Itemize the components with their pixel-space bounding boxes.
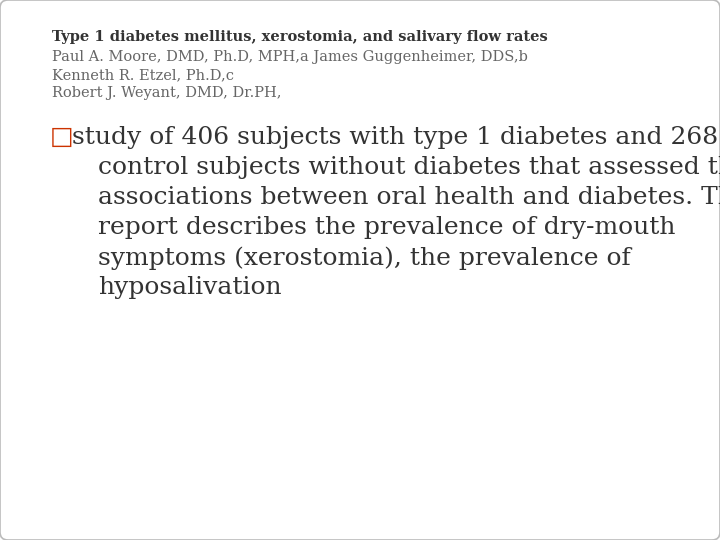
Text: Kenneth R. Etzel, Ph.D,c: Kenneth R. Etzel, Ph.D,c: [52, 68, 234, 82]
Text: associations between oral health and diabetes. This: associations between oral health and dia…: [98, 186, 720, 209]
Text: Type 1 diabetes mellitus, xerostomia, and salivary flow rates: Type 1 diabetes mellitus, xerostomia, an…: [52, 30, 548, 44]
Text: control subjects without diabetes that assessed the: control subjects without diabetes that a…: [98, 156, 720, 179]
Text: symptoms (xerostomia), the prevalence of: symptoms (xerostomia), the prevalence of: [98, 246, 631, 269]
Text: hyposalivation: hyposalivation: [98, 276, 282, 299]
Text: Robert J. Weyant, DMD, Dr.PH,: Robert J. Weyant, DMD, Dr.PH,: [52, 86, 282, 100]
Text: □: □: [50, 126, 73, 149]
Text: study of 406 subjects with type 1 diabetes and 268: study of 406 subjects with type 1 diabet…: [72, 126, 718, 149]
Text: Paul A. Moore, DMD, Ph.D, MPH,a James Guggenheimer, DDS,b: Paul A. Moore, DMD, Ph.D, MPH,a James Gu…: [52, 50, 528, 64]
Text: report describes the prevalence of dry-mouth: report describes the prevalence of dry-m…: [98, 216, 675, 239]
